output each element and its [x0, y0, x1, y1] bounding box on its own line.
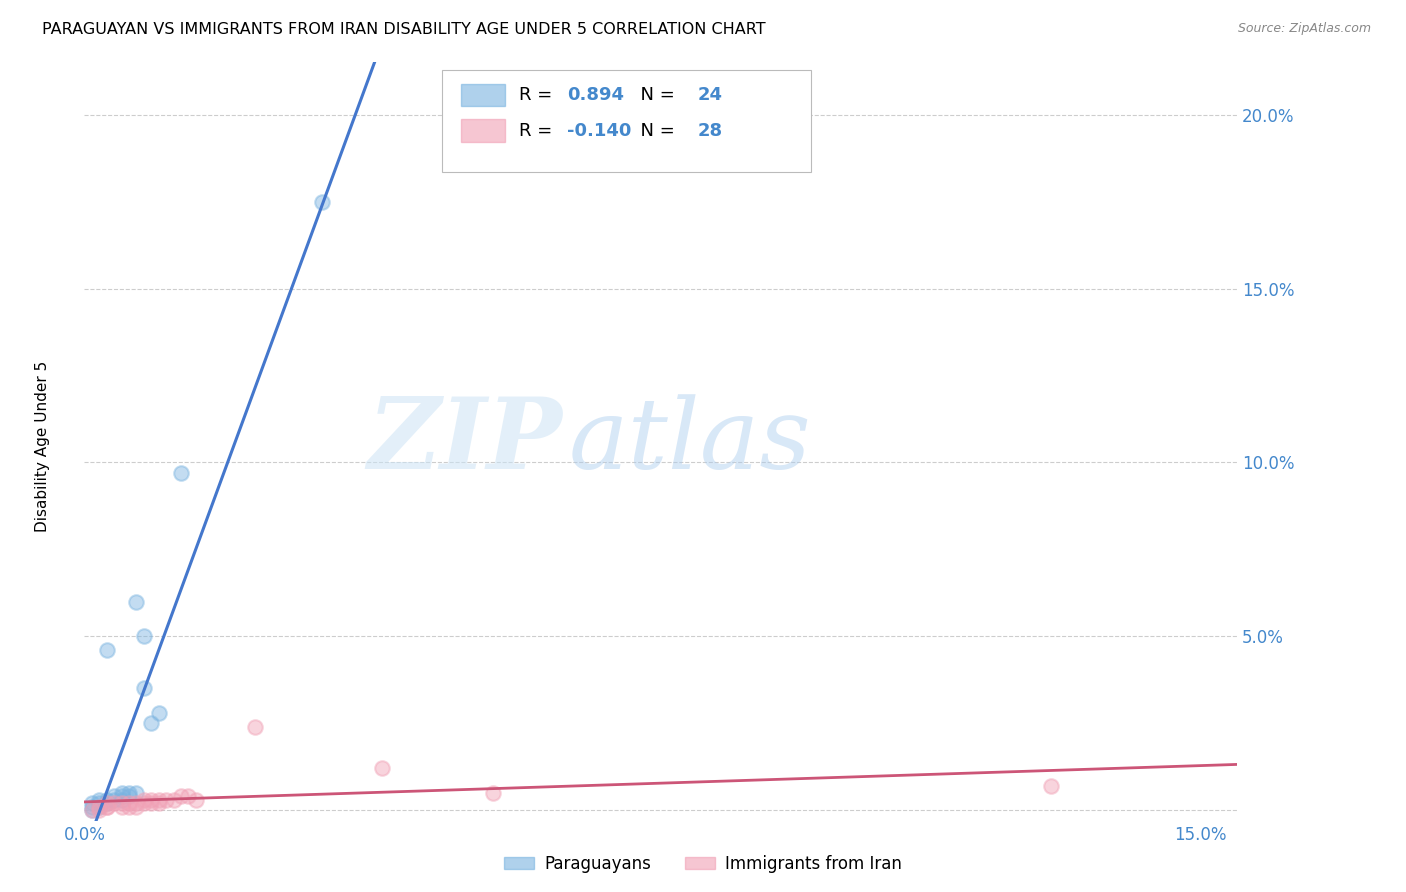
Point: [148, 797, 170, 811]
Point: [103, 793, 125, 807]
Point: [132, 793, 155, 807]
Text: -0.140: -0.140: [568, 121, 631, 140]
Point: [80, 803, 103, 817]
Point: [1040, 779, 1063, 793]
Text: atlas: atlas: [568, 394, 811, 489]
Point: [89, 793, 111, 807]
Text: R =: R =: [519, 86, 558, 104]
Point: [125, 799, 148, 814]
Point: [110, 799, 132, 814]
Text: 28: 28: [697, 121, 723, 140]
Point: [80, 799, 103, 814]
Point: [96, 643, 118, 657]
Text: 24: 24: [697, 86, 723, 104]
Point: [103, 797, 125, 811]
FancyBboxPatch shape: [461, 84, 505, 106]
Point: [132, 797, 155, 811]
Point: [141, 716, 163, 731]
Point: [132, 681, 155, 696]
Text: R =: R =: [519, 121, 558, 140]
Point: [96, 799, 118, 814]
Point: [80, 797, 103, 811]
Point: [245, 720, 267, 734]
Point: [125, 786, 148, 800]
Point: [96, 799, 118, 814]
Point: [110, 797, 132, 811]
Point: [177, 789, 200, 804]
Point: [155, 793, 177, 807]
Point: [89, 799, 111, 814]
Point: [170, 789, 193, 804]
Text: Source: ZipAtlas.com: Source: ZipAtlas.com: [1237, 22, 1371, 36]
Point: [311, 194, 333, 209]
Text: N =: N =: [628, 121, 681, 140]
Point: [96, 793, 118, 807]
Legend: Paraguayans, Immigrants from Iran: Paraguayans, Immigrants from Iran: [498, 848, 908, 880]
Point: [125, 797, 148, 811]
Point: [141, 797, 163, 811]
Point: [89, 799, 111, 814]
Point: [482, 786, 505, 800]
FancyBboxPatch shape: [441, 70, 811, 172]
Text: N =: N =: [628, 86, 681, 104]
Point: [89, 797, 111, 811]
Point: [170, 466, 193, 480]
Point: [118, 799, 141, 814]
Point: [80, 803, 103, 817]
Text: Disability Age Under 5: Disability Age Under 5: [35, 360, 49, 532]
Point: [141, 793, 163, 807]
Point: [162, 793, 184, 807]
Point: [103, 789, 125, 804]
FancyBboxPatch shape: [461, 120, 505, 142]
Point: [184, 793, 207, 807]
Point: [148, 793, 170, 807]
Text: PARAGUAYAN VS IMMIGRANTS FROM IRAN DISABILITY AGE UNDER 5 CORRELATION CHART: PARAGUAYAN VS IMMIGRANTS FROM IRAN DISAB…: [42, 22, 766, 37]
Point: [132, 629, 155, 643]
Point: [96, 797, 118, 811]
Point: [110, 786, 132, 800]
Point: [96, 797, 118, 811]
Point: [148, 706, 170, 720]
Point: [118, 797, 141, 811]
Text: ZIP: ZIP: [368, 393, 562, 490]
Point: [118, 786, 141, 800]
Point: [118, 789, 141, 804]
Point: [110, 789, 132, 804]
Point: [89, 803, 111, 817]
Point: [110, 793, 132, 807]
Point: [125, 594, 148, 608]
Point: [371, 762, 394, 776]
Text: 0.894: 0.894: [568, 86, 624, 104]
